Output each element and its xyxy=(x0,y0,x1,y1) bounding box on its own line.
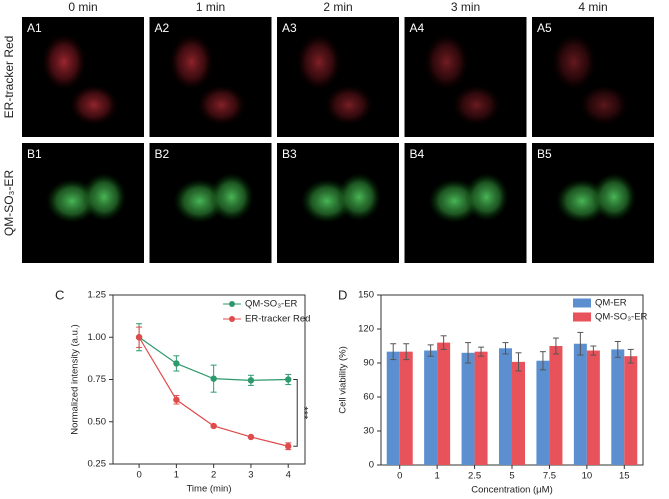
panel-letter: C xyxy=(55,287,64,302)
point xyxy=(210,375,217,382)
panel-label: B1 xyxy=(27,147,42,161)
legend-label: QM-ER xyxy=(595,298,627,309)
y-tick-label: 1.00 xyxy=(88,332,107,343)
bar xyxy=(424,350,438,465)
cell xyxy=(325,85,373,125)
legend-label: ER-tracker Red xyxy=(245,314,310,325)
cell xyxy=(42,34,86,90)
x-tick-label: 0 xyxy=(136,470,141,481)
y-tick-label: 150 xyxy=(358,290,374,301)
x-tick-label: 5 xyxy=(509,471,514,482)
y-tick-label: 90 xyxy=(363,358,374,369)
cell xyxy=(552,34,596,90)
significance-bracket xyxy=(293,379,298,447)
cell xyxy=(424,34,469,90)
panel-letter: D xyxy=(338,287,347,302)
cell xyxy=(592,173,636,221)
bar xyxy=(474,351,488,465)
x-tick-label: 4 xyxy=(286,470,291,481)
legend-marker xyxy=(229,301,235,307)
bar xyxy=(624,356,638,465)
bar xyxy=(461,352,475,465)
x-axis-label: Concentration (μM) xyxy=(471,485,553,496)
x-tick-label: 2.5 xyxy=(468,471,481,482)
panel-label: A2 xyxy=(155,21,170,35)
column-header: 0 min xyxy=(68,0,97,14)
panel-label: B3 xyxy=(282,147,297,161)
y-tick-label: 0 xyxy=(369,460,374,471)
x-tick-label: 2 xyxy=(211,470,216,481)
panel-label: B2 xyxy=(155,147,170,161)
point xyxy=(173,396,180,403)
legend-label: QM-SO₃-ER xyxy=(595,312,648,323)
point xyxy=(135,334,143,341)
y-tick-label: 1.25 xyxy=(88,290,107,301)
cell xyxy=(337,173,381,221)
cell xyxy=(464,173,509,221)
bar xyxy=(586,350,600,465)
y-tick-label: 120 xyxy=(358,324,374,335)
cell xyxy=(452,85,501,125)
x-tick-label: 3 xyxy=(248,470,253,481)
x-tick-label: 7.5 xyxy=(543,471,556,482)
bar xyxy=(499,348,512,465)
x-tick-label: 10 xyxy=(582,471,593,482)
y-tick-label: 60 xyxy=(363,392,374,403)
column-header: 3 min xyxy=(451,0,480,14)
row-label: QM-SO₃-ER xyxy=(2,170,16,237)
y-tick-label: 0.75 xyxy=(88,374,107,385)
x-axis-label: Time (min) xyxy=(186,484,231,495)
annotation: *** xyxy=(297,406,309,420)
panel-label: A5 xyxy=(537,21,552,35)
cell xyxy=(169,34,214,90)
cell xyxy=(580,85,628,125)
point xyxy=(247,377,255,384)
x-tick-label: 15 xyxy=(619,471,630,482)
panel-label: B5 xyxy=(537,147,552,161)
row-label: ER-tracker Red xyxy=(2,36,16,119)
column-header: 4 min xyxy=(578,0,607,14)
y-axis-label: Normalized intensity (a.u.) xyxy=(70,324,81,434)
panel-label: A4 xyxy=(410,21,425,35)
bar xyxy=(573,343,587,465)
panel-label: A1 xyxy=(27,21,42,35)
point xyxy=(210,422,217,430)
legend-swatch xyxy=(573,312,591,322)
point xyxy=(247,433,255,441)
cell xyxy=(82,173,126,221)
cell xyxy=(197,85,246,125)
cell xyxy=(209,173,254,221)
x-tick-label: 1 xyxy=(434,471,439,482)
y-axis-label: Cell viability (%) xyxy=(338,346,349,414)
point xyxy=(173,360,180,367)
cell xyxy=(70,85,118,125)
bar xyxy=(611,349,625,465)
column-header: 1 min xyxy=(196,0,225,14)
point xyxy=(285,376,292,383)
x-tick-label: 1 xyxy=(174,470,179,481)
column-header: 2 min xyxy=(323,0,352,14)
bar xyxy=(386,351,400,465)
legend-label: QM-SO₃-ER xyxy=(245,299,298,310)
y-tick-label: 30 xyxy=(363,426,374,437)
panel-label: B4 xyxy=(410,147,425,161)
x-tick-label: 0 xyxy=(397,471,402,482)
y-tick-label: 0.50 xyxy=(88,416,107,427)
cell xyxy=(297,34,341,90)
bar xyxy=(512,361,525,465)
y-tick-label: 0.25 xyxy=(88,459,107,470)
bar xyxy=(549,346,563,465)
bar xyxy=(536,360,550,465)
point xyxy=(285,443,292,450)
legend-marker xyxy=(229,316,235,322)
bar xyxy=(437,342,451,465)
panel-label: A3 xyxy=(282,21,297,35)
legend-swatch xyxy=(573,298,591,308)
bar xyxy=(399,351,413,465)
